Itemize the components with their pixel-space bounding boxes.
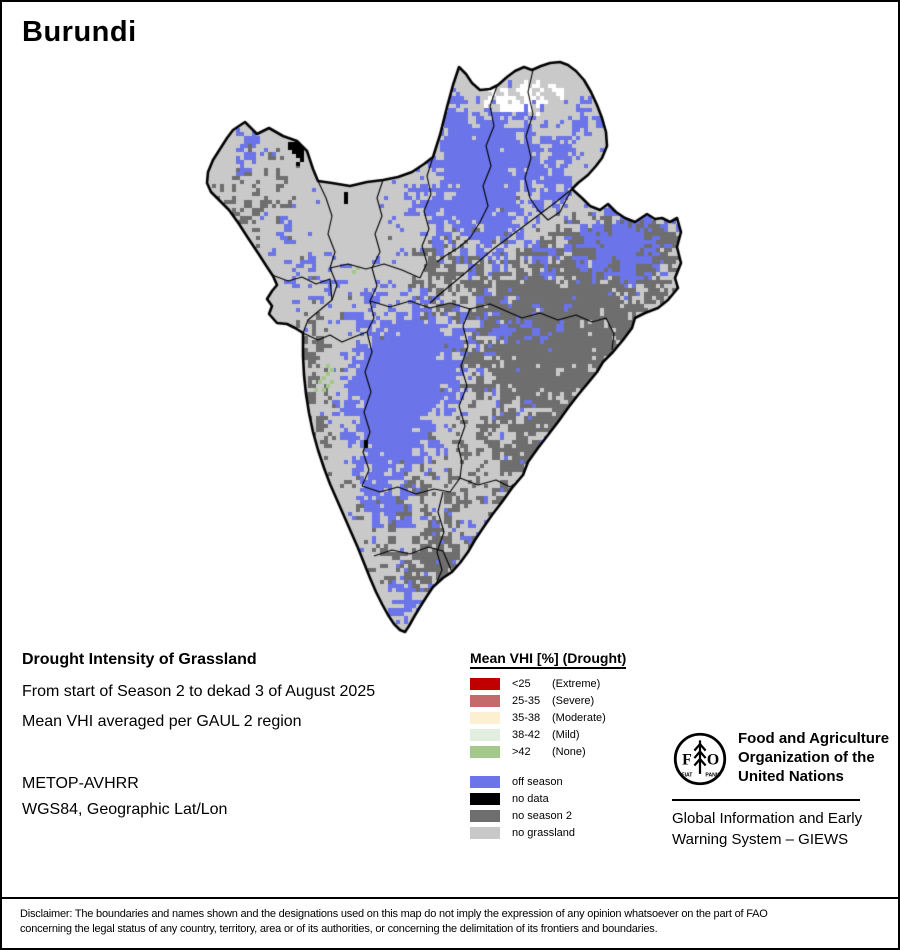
legend-label: no season 2 (512, 809, 572, 822)
legend-swatch (470, 792, 500, 805)
map-subtitle: Drought Intensity of Grassland (22, 651, 257, 668)
drought-legend-group: <25 (Extreme) 25-35 (Severe) 35-38 (Moderate)… (470, 675, 670, 760)
legend-row: 25-35 (Severe) (470, 692, 670, 709)
legend-swatch (470, 677, 500, 690)
fao-logo-icon: F O FIAT PANIS (673, 732, 727, 786)
legend-row: >42 (None) (470, 743, 670, 760)
legend: Mean VHI [%] (Drought) <25 (Extreme) 25-35… (470, 650, 670, 841)
legend-range: 25-35 (512, 694, 541, 707)
season-legend-group: off season no data no season 2 no grassland (470, 773, 670, 841)
legend-label: (Mild) (552, 728, 580, 741)
legend-label: no data (512, 792, 549, 805)
legend-label: (None) (552, 745, 586, 758)
disclaimer-box: Disclaimer: The boundaries and names sho… (2, 897, 898, 948)
legend-range: 35-38 (512, 711, 541, 724)
legend-range: >42 (512, 745, 531, 758)
giews-label: Global Information and Early Warning Sys… (672, 810, 863, 848)
legend-label: (Moderate) (552, 711, 606, 724)
legend-swatch (470, 809, 500, 822)
svg-text:FIAT: FIAT (681, 773, 693, 779)
legend-swatch (470, 694, 500, 707)
legend-label: (Severe) (552, 694, 595, 707)
legend-label: (Extreme) (552, 677, 601, 690)
disclaimer-line2: concerning the legal status of any count… (20, 923, 658, 935)
fao-org-name: Food and Agriculture Organization of the… (738, 730, 890, 785)
legend-row: no season 2 (470, 807, 670, 824)
map-sensor: METOP-AVHRR (22, 775, 139, 792)
legend-row: no data (470, 790, 670, 807)
legend-swatch (470, 775, 500, 788)
legend-row: 35-38 (Moderate) (470, 709, 670, 726)
legend-range: <25 (512, 677, 531, 690)
legend-label: off season (512, 775, 563, 788)
legend-swatch (470, 728, 500, 741)
fao-divider (672, 799, 860, 801)
map-period: From start of Season 2 to dekad 3 of Aug… (22, 683, 376, 700)
map-projection: WGS84, Geographic Lat/Lon (22, 801, 228, 818)
burundi-drought-map (0, 0, 900, 660)
legend-range: 38-42 (512, 728, 541, 741)
legend-swatch (470, 745, 500, 758)
legend-row: 38-42 (Mild) (470, 726, 670, 743)
legend-label: no grassland (512, 826, 575, 839)
legend-swatch (470, 826, 500, 839)
wheat-ear-icon (693, 740, 707, 774)
disclaimer-line1: Disclaimer: The boundaries and names sho… (20, 908, 768, 920)
svg-text:O: O (707, 752, 719, 769)
legend-row: no grassland (470, 824, 670, 841)
map-method: Mean VHI averaged per GAUL 2 region (22, 713, 302, 730)
legend-swatch (470, 711, 500, 724)
legend-row: <25 (Extreme) (470, 675, 670, 692)
svg-text:PANIS: PANIS (705, 773, 721, 779)
legend-title: Mean VHI [%] (Drought) (470, 650, 627, 669)
legend-row: off season (470, 773, 670, 790)
svg-text:F: F (682, 752, 692, 769)
